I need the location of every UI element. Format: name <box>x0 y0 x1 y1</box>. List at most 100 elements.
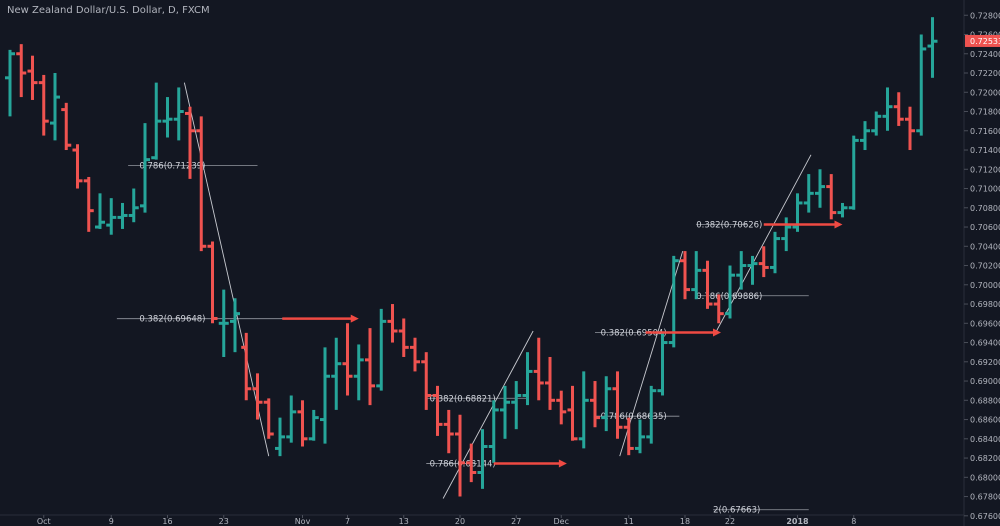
ohlc-bar <box>185 106 195 179</box>
y-tick-label: 0.68600 <box>970 416 1000 425</box>
y-tick-label: 0.68400 <box>970 435 1000 444</box>
ohlc-bar <box>365 328 375 406</box>
y-tick-label: 0.69200 <box>970 358 1000 367</box>
ohlc-bar <box>398 318 409 357</box>
ohlc-bar <box>713 294 724 324</box>
y-tick-label: 0.71800 <box>970 108 1000 117</box>
ohlc-bar <box>466 443 477 483</box>
arrows <box>282 220 843 468</box>
ohlc-bar <box>837 202 848 218</box>
x-tick-label: 27 <box>511 517 521 526</box>
x-tick-label: 22 <box>725 517 735 526</box>
ohlc-bar <box>275 417 285 457</box>
ohlc-bar <box>72 144 83 189</box>
ohlc-bar <box>781 217 792 252</box>
ohlc-bar <box>545 356 555 410</box>
ohlc-bar <box>916 34 927 136</box>
ohlc-bar <box>623 417 634 456</box>
ohlc-bar <box>117 202 128 229</box>
arrow-head <box>350 314 359 323</box>
ohlc-bar <box>218 289 229 357</box>
ohlc-bar <box>252 373 263 420</box>
y-tick-label: 0.70400 <box>970 242 1000 251</box>
y-tick-label: 0.67600 <box>970 512 1000 521</box>
y-tick-label: 0.71600 <box>970 127 1000 136</box>
ohlc-bar <box>83 176 94 232</box>
arrow-head <box>834 220 843 229</box>
ohlc-bar <box>533 337 544 401</box>
trend-line <box>183 82 270 457</box>
y-tick-label: 0.71400 <box>970 146 1000 155</box>
ohlc-bar <box>196 116 207 252</box>
y-tick-label: 0.70800 <box>970 204 1000 213</box>
ohlc-bar <box>308 409 319 441</box>
trend-lines <box>183 82 812 499</box>
ohlc-bar <box>522 352 533 406</box>
y-tick-label: 0.69400 <box>970 339 1000 348</box>
ohlc-bar <box>230 298 240 353</box>
y-tick-label: 0.72400 <box>970 50 1000 59</box>
fib-level-label: 0.786(0.68144) <box>430 459 496 469</box>
y-tick-label: 0.68200 <box>970 454 1000 463</box>
ohlc-bar <box>106 198 117 235</box>
ohlc-bar <box>421 352 432 410</box>
y-tick-label: 0.73000 <box>970 0 1000 1</box>
ohlc-bar <box>680 251 690 300</box>
fib-level-label: 2(0.67663) <box>713 506 760 516</box>
trend-line <box>442 330 534 499</box>
fib-level-label: 0.786(0.68635) <box>601 412 667 422</box>
ohlc-bar <box>567 385 578 441</box>
ohlc-bar <box>657 332 668 396</box>
ohlc-bar <box>612 371 623 439</box>
ohlc-bar <box>803 174 814 213</box>
y-tick-label: 0.67800 <box>970 493 1000 502</box>
ohlc-bar <box>635 419 645 454</box>
ohlc-bar <box>27 55 38 100</box>
x-tick-label: 16 <box>162 517 172 526</box>
ohlc-bar <box>207 241 218 324</box>
x-tick-label: 11 <box>624 517 634 526</box>
y-tick-label: 0.71000 <box>970 185 1000 194</box>
x-tick-label: 18 <box>680 517 690 526</box>
ohlc-bar <box>500 385 510 439</box>
x-tick-label: 8 <box>851 517 856 526</box>
ohlc-bar <box>691 251 702 300</box>
ohlc-bar <box>173 87 184 141</box>
ohlc-bar <box>770 231 780 274</box>
ohlc-bar <box>590 381 600 428</box>
y-tick-label: 0.68000 <box>970 473 1000 482</box>
y-tick-label: 0.70000 <box>970 281 1000 290</box>
ohlc-bar <box>455 414 465 497</box>
ohlc-bar <box>871 111 882 136</box>
y-tick-label: 0.72200 <box>970 69 1000 78</box>
ohlc-bar <box>432 385 443 436</box>
fib-level-label: 0.382(0.70626) <box>696 221 762 231</box>
ohlc-bar <box>826 174 837 220</box>
ohlc-bar <box>16 44 27 98</box>
ohlc-bar <box>477 429 488 489</box>
y-tick-label: 0.69800 <box>970 300 1000 309</box>
ohlc-bar <box>927 17 938 78</box>
ohlc-bar <box>511 381 522 430</box>
ohlc-bar <box>736 251 747 290</box>
price-tag-label: 0.72533 <box>970 37 1000 46</box>
y-tick-label: 0.72000 <box>970 88 1000 97</box>
ohlc-bar <box>5 49 15 117</box>
ohlc-bar <box>331 337 342 410</box>
ohlc-bar <box>353 344 364 401</box>
y-tick-label: 0.71200 <box>970 165 1000 174</box>
ohlc-bar <box>893 92 904 126</box>
ohlc-bar <box>263 398 274 439</box>
x-tick-label: 9 <box>109 517 114 526</box>
ohlc-bar <box>725 265 735 319</box>
ohlc-bar <box>747 255 758 285</box>
fib-level-label: 0.382(0.69648) <box>139 315 205 325</box>
y-tick-label: 0.70600 <box>970 223 1000 232</box>
ohlc-bar <box>151 82 162 160</box>
y-axis: 0.730000.728000.726000.724000.722000.720… <box>963 0 1000 526</box>
fib-level-label: 0.382(0.68821) <box>430 394 496 404</box>
x-axis: Oct 9 16 23 Nov 7 13 20 27 Dec 11 18 22 2018 8 <box>0 514 964 526</box>
y-tick-label: 0.70200 <box>970 262 1000 271</box>
ohlc-bar <box>241 332 252 401</box>
